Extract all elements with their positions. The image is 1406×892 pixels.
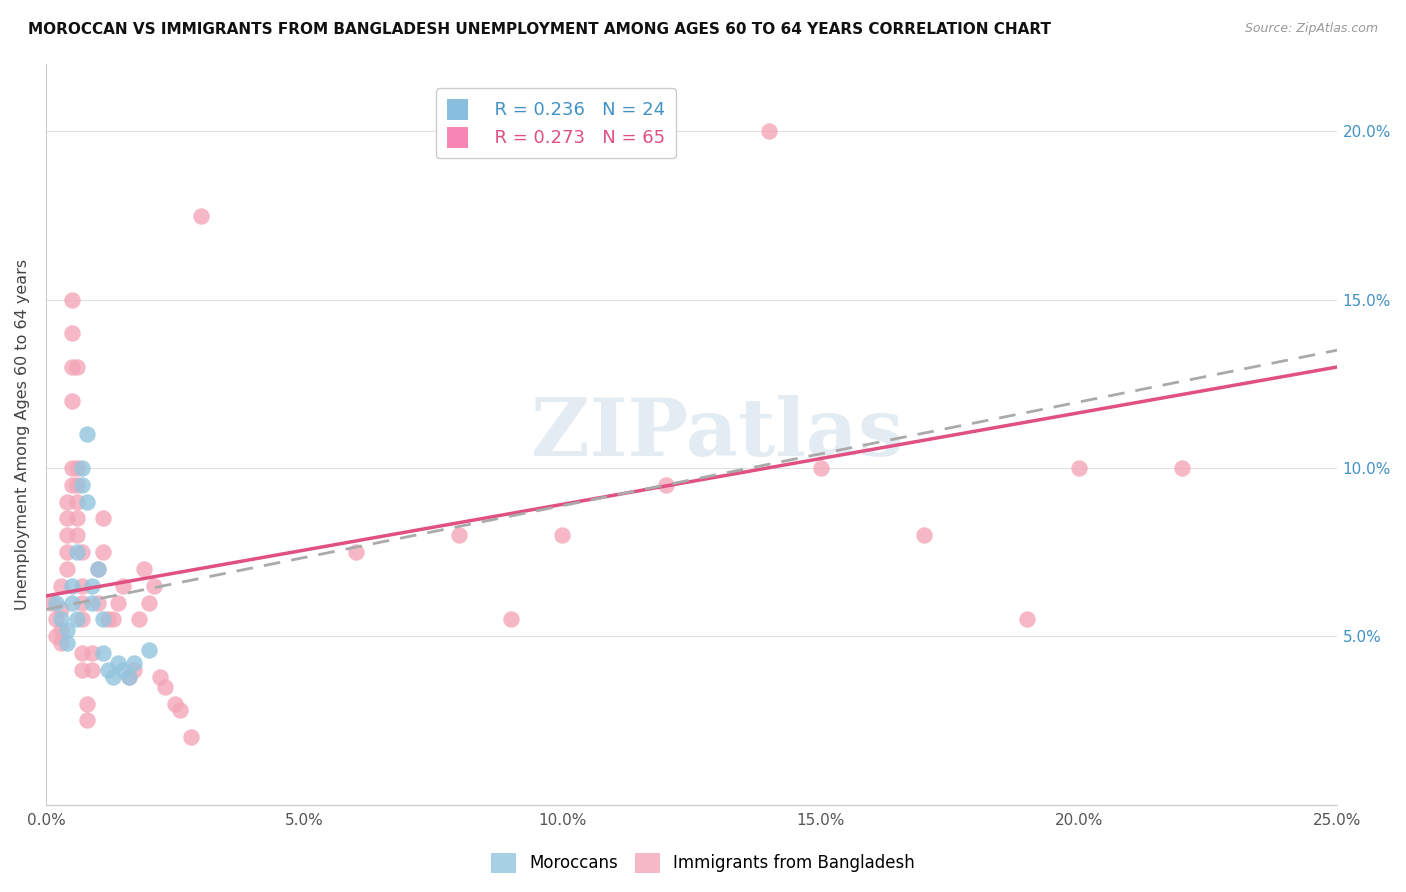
Point	[101, 670, 124, 684]
Point	[82, 663, 104, 677]
Y-axis label: Unemployment Among Ages 60 to 64 years: Unemployment Among Ages 60 to 64 years	[15, 259, 30, 610]
Text: ZIPatlas: ZIPatlas	[531, 395, 904, 474]
Point	[60, 596, 83, 610]
Legend:   R = 0.236   N = 24,   R = 0.273   N = 65: R = 0.236 N = 24, R = 0.273 N = 65	[436, 88, 676, 159]
Point	[180, 731, 202, 745]
Point	[153, 680, 176, 694]
Point	[97, 663, 120, 677]
Point	[82, 646, 104, 660]
Point	[82, 579, 104, 593]
Point	[70, 579, 93, 593]
Point	[51, 636, 73, 650]
Point	[344, 545, 367, 559]
Point	[86, 562, 108, 576]
Point	[91, 612, 114, 626]
Point	[55, 562, 77, 576]
Point	[70, 461, 93, 475]
Point	[70, 596, 93, 610]
Point	[128, 612, 150, 626]
Point	[51, 612, 73, 626]
Point	[66, 511, 89, 525]
Point	[70, 478, 93, 492]
Point	[810, 461, 832, 475]
Point	[143, 579, 166, 593]
Point	[39, 596, 62, 610]
Point	[60, 393, 83, 408]
Point	[132, 562, 155, 576]
Point	[60, 461, 83, 475]
Point	[912, 528, 935, 542]
Point	[76, 427, 98, 442]
Point	[66, 528, 89, 542]
Point	[112, 663, 135, 677]
Point	[70, 663, 93, 677]
Point	[55, 528, 77, 542]
Point	[55, 545, 77, 559]
Point	[60, 579, 83, 593]
Point	[45, 596, 67, 610]
Point	[122, 657, 145, 671]
Point	[1171, 461, 1194, 475]
Point	[449, 528, 471, 542]
Point	[70, 612, 93, 626]
Point	[60, 326, 83, 341]
Point	[86, 562, 108, 576]
Point	[51, 602, 73, 616]
Point	[107, 596, 129, 610]
Point	[551, 528, 574, 542]
Point	[86, 596, 108, 610]
Point	[66, 461, 89, 475]
Point	[138, 596, 160, 610]
Point	[66, 478, 89, 492]
Point	[91, 545, 114, 559]
Point	[51, 579, 73, 593]
Point	[190, 209, 212, 223]
Point	[165, 697, 187, 711]
Point	[654, 478, 676, 492]
Point	[138, 642, 160, 657]
Point	[91, 511, 114, 525]
Point	[66, 612, 89, 626]
Point	[122, 663, 145, 677]
Point	[45, 612, 67, 626]
Point	[149, 670, 172, 684]
Point	[91, 646, 114, 660]
Point	[1017, 612, 1039, 626]
Point	[169, 703, 191, 717]
Point	[499, 612, 522, 626]
Point	[97, 612, 120, 626]
Point	[107, 657, 129, 671]
Point	[60, 359, 83, 374]
Point	[70, 545, 93, 559]
Point	[55, 494, 77, 508]
Point	[117, 670, 139, 684]
Point	[60, 293, 83, 307]
Text: MOROCCAN VS IMMIGRANTS FROM BANGLADESH UNEMPLOYMENT AMONG AGES 60 TO 64 YEARS CO: MOROCCAN VS IMMIGRANTS FROM BANGLADESH U…	[28, 22, 1052, 37]
Point	[66, 494, 89, 508]
Point	[101, 612, 124, 626]
Point	[60, 478, 83, 492]
Legend: Moroccans, Immigrants from Bangladesh: Moroccans, Immigrants from Bangladesh	[485, 847, 921, 880]
Text: Source: ZipAtlas.com: Source: ZipAtlas.com	[1244, 22, 1378, 36]
Point	[66, 545, 89, 559]
Point	[76, 697, 98, 711]
Point	[112, 579, 135, 593]
Point	[70, 646, 93, 660]
Point	[76, 494, 98, 508]
Point	[55, 636, 77, 650]
Point	[51, 623, 73, 637]
Point	[1067, 461, 1090, 475]
Point	[76, 714, 98, 728]
Point	[66, 359, 89, 374]
Point	[117, 670, 139, 684]
Point	[758, 124, 780, 138]
Point	[55, 511, 77, 525]
Point	[45, 629, 67, 643]
Point	[55, 623, 77, 637]
Point	[82, 596, 104, 610]
